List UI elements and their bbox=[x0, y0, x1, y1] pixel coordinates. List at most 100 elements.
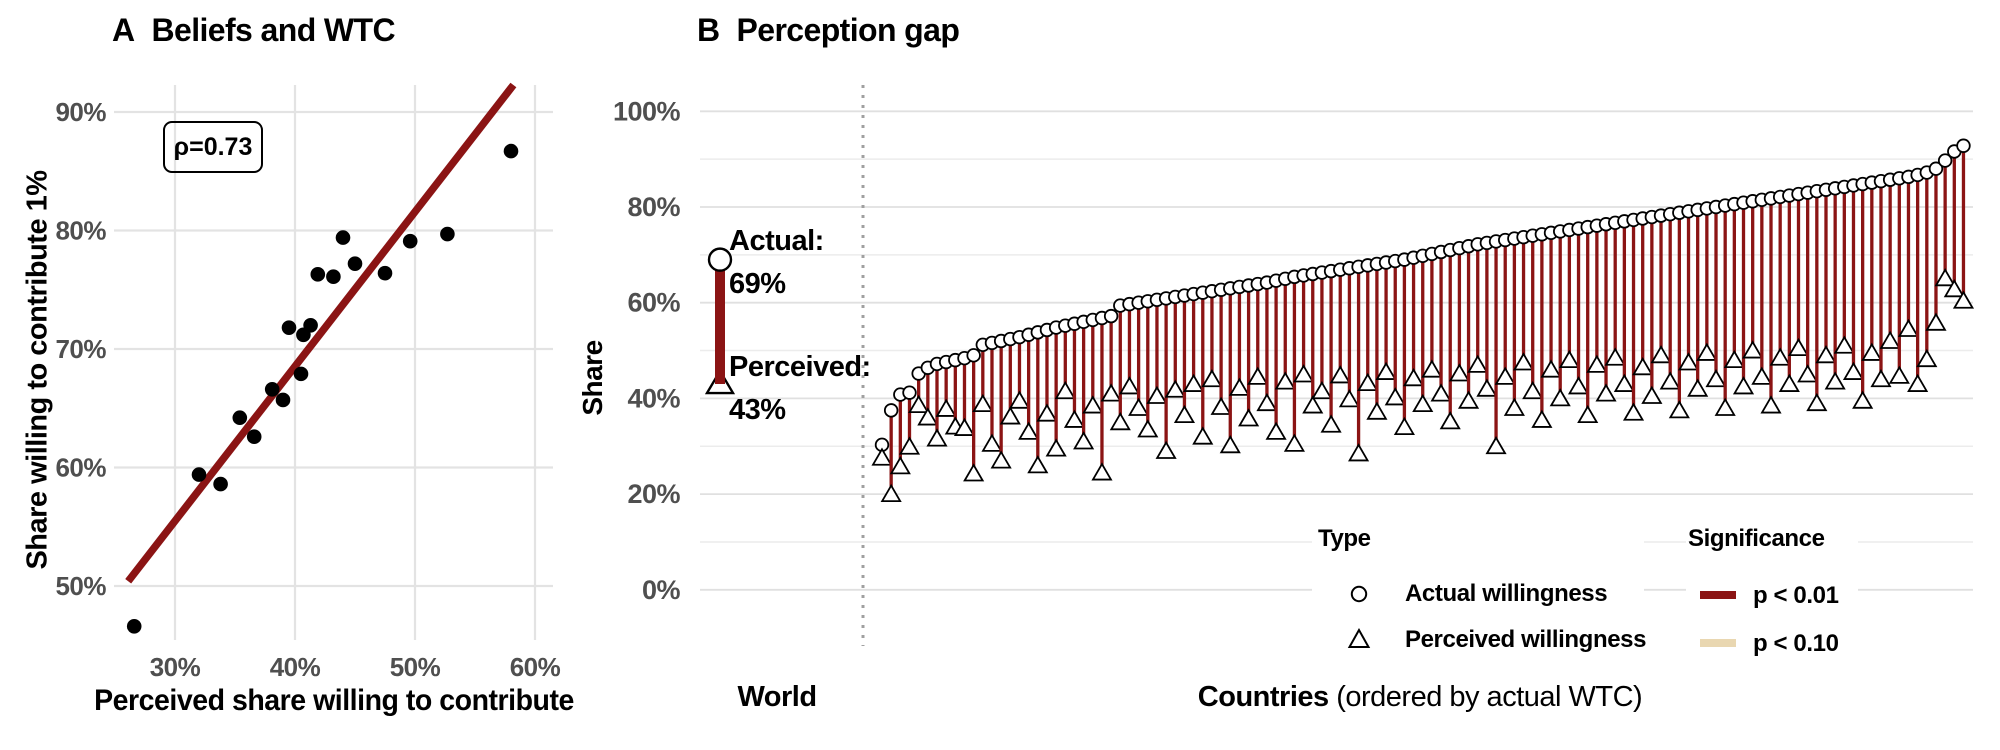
country-perceived-triangle bbox=[1714, 397, 1736, 416]
country-perceived-triangle bbox=[1256, 392, 1278, 412]
country-perceived-triangle bbox=[1632, 357, 1654, 376]
country-perceived-triangle bbox=[1842, 361, 1865, 380]
country-perceived-triangle bbox=[1879, 330, 1901, 349]
scatter-point bbox=[191, 467, 207, 482]
countries-axis-label-note: (ordered by actual WTC) bbox=[1328, 681, 1643, 713]
country-perceived-triangle bbox=[1421, 359, 1443, 378]
world-actual-label: Actual: bbox=[729, 225, 824, 257]
panel-a-title: A Beliefs and WTC bbox=[112, 12, 396, 48]
country-perceived-triangle bbox=[1659, 371, 1681, 390]
country-perceived-triangle bbox=[1531, 409, 1553, 428]
country-perceived-triangle bbox=[1302, 395, 1324, 414]
country-perceived-triangle bbox=[908, 394, 930, 413]
country-perceived-triangle bbox=[1201, 368, 1223, 388]
country-perceived-triangle bbox=[990, 450, 1012, 469]
country-perceived-triangle bbox=[1769, 347, 1791, 366]
legend-actual-label: Actual willingness bbox=[1405, 580, 1608, 607]
country-perceived-triangle bbox=[1293, 364, 1315, 383]
country-perceived-triangle bbox=[1384, 387, 1406, 406]
country-perceived-triangle bbox=[1448, 363, 1470, 382]
country-actual-circle bbox=[1937, 153, 1953, 168]
legend-p10-swatch bbox=[1700, 639, 1736, 647]
country-perceived-triangle bbox=[1265, 421, 1287, 440]
country-perceived-triangle bbox=[1311, 380, 1333, 400]
country-perceived-triangle bbox=[1054, 380, 1076, 400]
country-perceived-triangle bbox=[1219, 435, 1241, 454]
country-perceived-triangle bbox=[1100, 383, 1122, 402]
scatter-point bbox=[347, 256, 363, 271]
country-perceived-triangle bbox=[1512, 352, 1535, 371]
panel-a-title-text: Beliefs and WTC bbox=[151, 12, 396, 48]
country-perceived-triangle bbox=[1723, 349, 1745, 369]
country-perceived-triangle bbox=[999, 406, 1021, 425]
country-actual-circle bbox=[883, 403, 899, 418]
panel-a-x-tick: 60% bbox=[510, 652, 561, 682]
country-perceived-triangle bbox=[1861, 342, 1883, 361]
country-perceived-triangle bbox=[1073, 431, 1095, 450]
country-perceived-triangle bbox=[1348, 443, 1370, 462]
country-perceived-triangle bbox=[1109, 412, 1131, 431]
panel-a-x-tick: 50% bbox=[390, 652, 441, 682]
country-perceived-triangle bbox=[1952, 290, 1975, 309]
country-perceived-triangle bbox=[1751, 366, 1773, 385]
legend-perceived-triangle-icon bbox=[1347, 627, 1371, 648]
country-perceived-triangle bbox=[1622, 402, 1645, 421]
scatter-point bbox=[275, 392, 291, 408]
country-perceived-triangle bbox=[1366, 401, 1388, 420]
country-perceived-triangle bbox=[1375, 361, 1397, 380]
panel-a-y-tick: 50% bbox=[55, 571, 106, 601]
legend-p10-label: p < 0.10 bbox=[1753, 630, 1839, 657]
country-perceived-triangle bbox=[1137, 419, 1159, 438]
country-perceived-triangle bbox=[1613, 373, 1635, 392]
panel-a-x-tick: 30% bbox=[150, 652, 201, 682]
country-perceived-triangle bbox=[1467, 354, 1489, 373]
scatter-point bbox=[264, 381, 280, 397]
country-perceived-triangle bbox=[1833, 335, 1855, 354]
country-perceived-triangle bbox=[1164, 379, 1186, 398]
country-perceived-triangle bbox=[1549, 388, 1571, 407]
country-perceived-triangle bbox=[1403, 368, 1425, 387]
scatter-point bbox=[440, 226, 455, 242]
country-perceived-triangle bbox=[1357, 372, 1379, 391]
country-actual-circle bbox=[902, 385, 917, 400]
country-perceived-triangle bbox=[1604, 347, 1626, 366]
regression-line bbox=[125, 82, 517, 584]
scatter-point bbox=[213, 476, 228, 492]
country-actual-circle bbox=[1103, 308, 1119, 324]
country-perceived-triangle bbox=[1274, 371, 1296, 390]
country-perceived-triangle bbox=[926, 428, 948, 447]
country-perceived-triangle bbox=[1742, 340, 1764, 359]
country-perceived-triangle bbox=[871, 447, 893, 466]
panel-a-y-tick: 80% bbox=[55, 216, 106, 246]
panel-b-y-tick: 100% bbox=[613, 96, 681, 126]
country-perceived-triangle bbox=[1045, 438, 1067, 457]
country-perceived-triangle bbox=[1439, 411, 1461, 430]
scatter-point bbox=[503, 143, 519, 159]
country-perceived-triangle bbox=[1210, 396, 1232, 415]
country-perceived-triangle bbox=[1787, 337, 1810, 357]
country-perceived-triangle bbox=[1494, 366, 1516, 385]
country-perceived-triangle bbox=[1806, 392, 1828, 412]
country-perceived-triangle bbox=[1888, 365, 1910, 384]
scatter-point bbox=[377, 265, 393, 281]
country-perceived-triangle bbox=[1018, 421, 1040, 440]
panel-b-y-tick: 80% bbox=[627, 192, 680, 222]
country-perceived-triangle bbox=[1778, 373, 1800, 392]
country-perceived-triangle bbox=[1677, 352, 1700, 371]
country-perceived-triangle bbox=[1815, 345, 1837, 364]
country-perceived-triangle bbox=[1146, 385, 1168, 404]
country-perceived-triangle bbox=[1732, 376, 1755, 395]
legend-type-background bbox=[1312, 518, 1644, 664]
correlation-annotation: ρ=0.73 bbox=[163, 121, 263, 173]
country-perceived-triangle bbox=[1943, 279, 1965, 298]
scatter-point bbox=[126, 618, 142, 634]
world-perceived-value: 43% bbox=[729, 394, 786, 426]
country-perceived-triangle bbox=[981, 433, 1003, 452]
country-perceived-triangle bbox=[1897, 318, 1920, 337]
country-perceived-triangle bbox=[1393, 416, 1415, 436]
country-perceived-triangle bbox=[1238, 408, 1260, 427]
scatter-point bbox=[326, 269, 341, 285]
countries-axis-label: Countries (ordered by actual WTC) bbox=[1198, 681, 1643, 713]
